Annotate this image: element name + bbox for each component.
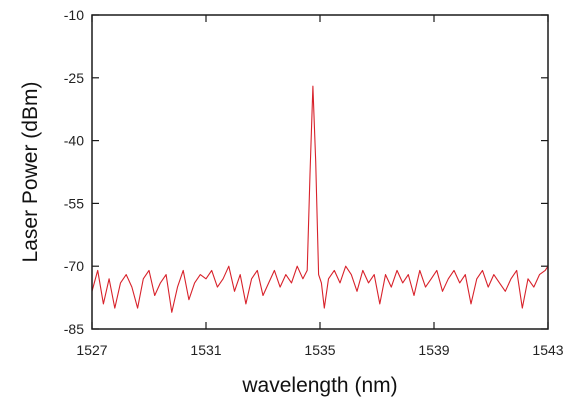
tick-marks xyxy=(91,14,549,330)
x-tick-label: 1535 xyxy=(304,342,335,358)
x-tick-label: 1527 xyxy=(76,342,107,358)
y-axis-title: Laser Power (dBm) xyxy=(19,82,42,263)
series-line xyxy=(91,85,549,313)
x-tick-label: 1543 xyxy=(532,342,563,358)
y-tick-label: -55 xyxy=(64,195,84,211)
y-tick-label: -85 xyxy=(64,321,84,337)
x-tick-labels: 1527 1531 1535 1539 1543 xyxy=(76,342,563,358)
x-tick-label: 1531 xyxy=(190,342,221,358)
y-tick-label: -70 xyxy=(64,258,84,274)
y-tick-labels: -10 -25 -40 -55 -70 -85 xyxy=(64,7,84,337)
y-tick-label: -10 xyxy=(64,7,84,23)
x-tick-label: 1539 xyxy=(418,342,449,358)
plot-frame xyxy=(91,14,549,330)
y-tick-label: -40 xyxy=(64,133,84,149)
x-axis-title: wavelength (nm) xyxy=(241,374,397,397)
y-tick-label: -25 xyxy=(64,70,84,86)
